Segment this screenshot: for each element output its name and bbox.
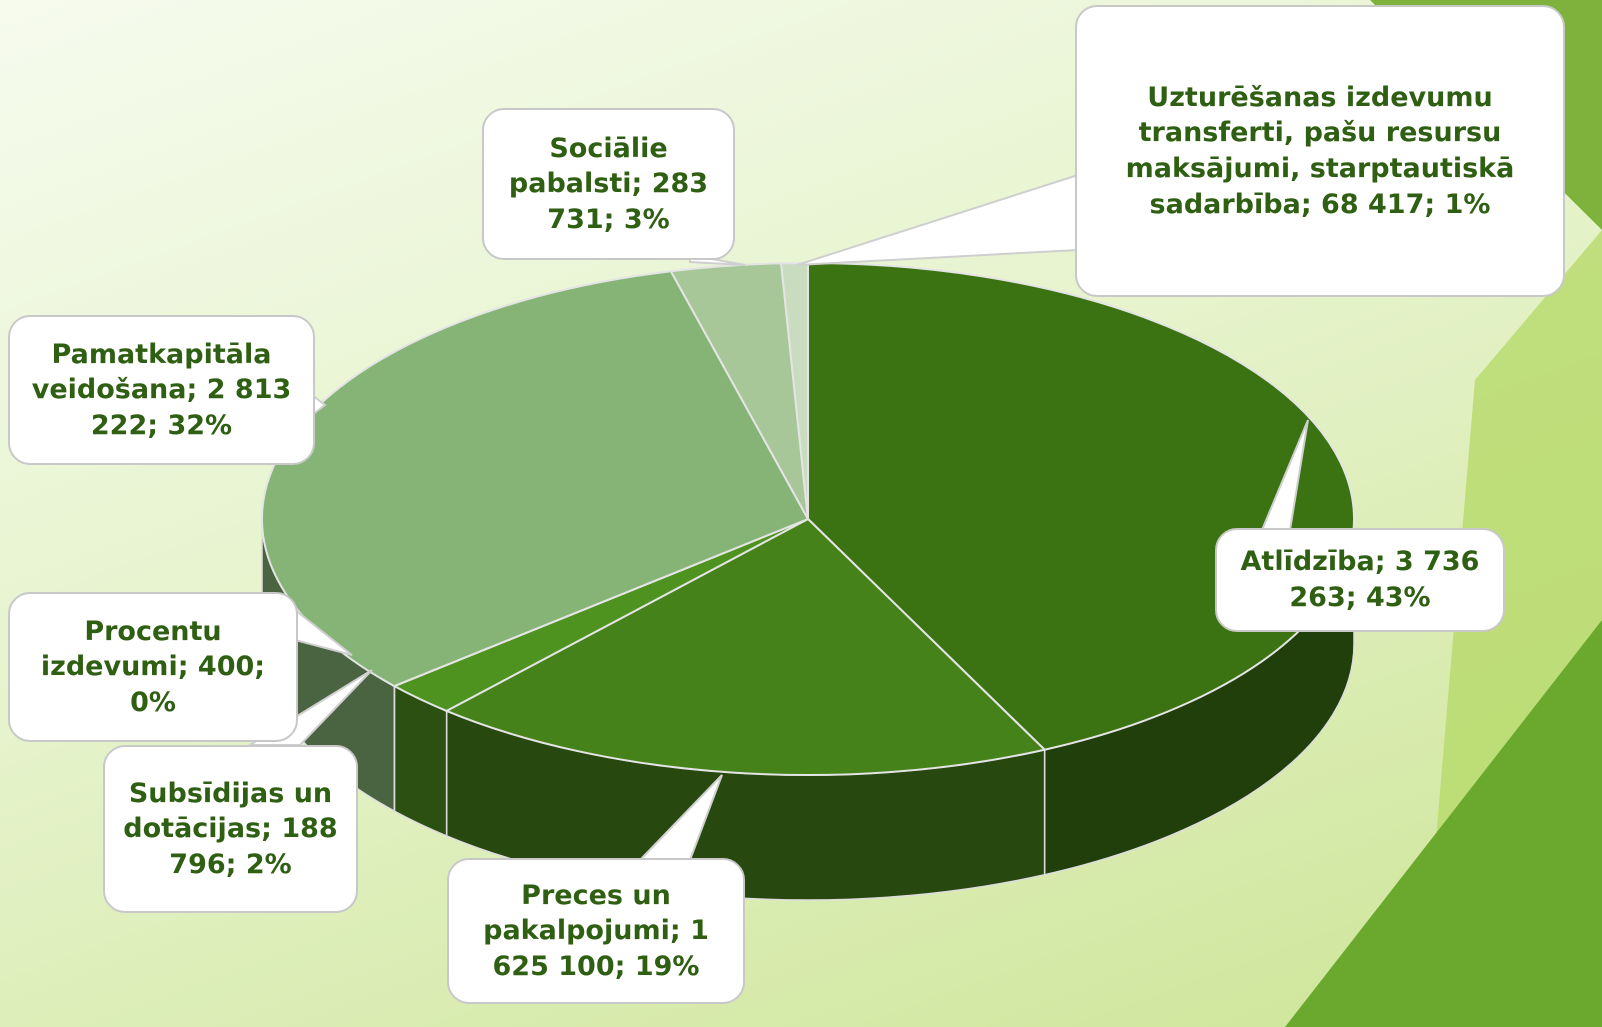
label-part: ; <box>261 813 272 845</box>
label-part: Sociālie pabalsti <box>508 132 668 200</box>
label-part: Uzturēšanas izdevumu transferti, pašu re… <box>1125 81 1515 220</box>
label-part: ; <box>177 651 189 683</box>
label-part: 2% <box>245 848 292 880</box>
label-part: Pamatkapitāla veidošana <box>31 338 272 406</box>
label-part: ; <box>1345 582 1357 613</box>
label-text: Pamatkapitāla veidošana; 2 813 222; 32% <box>22 337 301 444</box>
label-part: 0% <box>130 686 176 718</box>
data-label: Uzturēšanas izdevumu transferti, pašu re… <box>1075 5 1565 297</box>
label-part: 32% <box>167 409 233 441</box>
leader <box>796 173 1079 266</box>
data-label: Atlīdzība; 3 736 263; 43% <box>1215 528 1505 632</box>
label-part: ; <box>603 203 615 235</box>
label-part: 68 417 <box>1321 188 1425 220</box>
label-part: Subsīdijas un dotācijas <box>123 777 333 845</box>
pie-slice <box>444 517 1047 776</box>
label-part: 400 <box>197 651 255 683</box>
label-part: 3 736 263 <box>1289 546 1480 613</box>
label-part: ; <box>1300 188 1312 220</box>
label-part: ; <box>225 848 237 880</box>
label-part: ; <box>1374 546 1386 578</box>
label-part: ; <box>254 651 266 683</box>
label-text: Procentu izdevumi; 400; 0% <box>22 614 284 721</box>
label-part: 283 731 <box>547 168 709 235</box>
label-part: 19% <box>634 950 700 982</box>
data-label: Procentu izdevumi; 400; 0% <box>8 592 298 742</box>
label-text: Subsīdijas un dotācijas; 188 796; 2% <box>117 776 344 883</box>
label-part: Procentu izdevumi <box>40 615 222 683</box>
label-part: Preces un pakalpojumi <box>483 879 671 947</box>
data-label: Pamatkapitāla veidošana; 2 813 222; 32% <box>8 315 315 465</box>
label-part: 1 625 100 <box>492 915 709 982</box>
label-text: Sociālie pabalsti; 283 731; 3% <box>496 131 721 238</box>
label-part: 2 813 222 <box>90 374 292 441</box>
data-label: Sociālie pabalsti; 283 731; 3% <box>482 108 735 260</box>
label-part: Atlīdzība <box>1240 546 1375 578</box>
label-text: Uzturēšanas izdevumu transferti, pašu re… <box>1089 80 1551 223</box>
label-part: ; <box>631 168 643 200</box>
label-part: ; <box>614 950 626 982</box>
data-label: Subsīdijas un dotācijas; 188 796; 2% <box>103 745 358 913</box>
label-text: Preces un pakalpojumi; 1 625 100; 19% <box>461 878 731 985</box>
label-part: 3% <box>623 203 670 235</box>
label-part: 188 796 <box>169 813 338 880</box>
data-label: Preces un pakalpojumi; 1 625 100; 19% <box>447 858 745 1004</box>
label-part: 1% <box>1444 188 1491 220</box>
label-part: ; <box>669 915 681 947</box>
label-part: ; <box>147 409 159 441</box>
label-text: Atlīdzība; 3 736 263; 43% <box>1229 544 1491 615</box>
decor <box>1285 620 1602 1027</box>
pie-slice <box>807 261 1355 751</box>
label-part: 43% <box>1365 582 1431 613</box>
label-part: ; <box>1424 188 1436 220</box>
label-part: ; <box>186 374 198 406</box>
